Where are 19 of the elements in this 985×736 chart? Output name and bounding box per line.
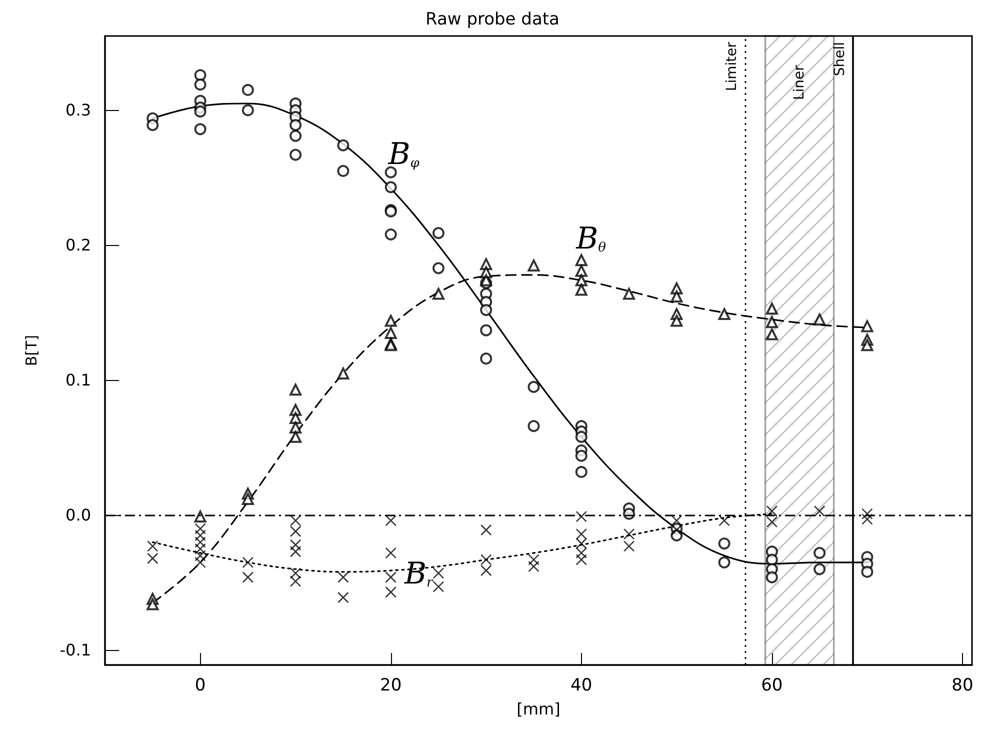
annotation: Br (403, 556, 434, 592)
y-tick-label: -0.1 (60, 640, 91, 660)
ref-line-label: Limiter (724, 42, 740, 92)
x-tick-label: 20 (380, 676, 402, 696)
y-tick-label: 0.0 (66, 506, 91, 525)
annotation: Bθ (575, 222, 606, 257)
ref-line-label: Shell (832, 42, 848, 76)
y-tick-label: 0.2 (66, 236, 91, 255)
x-tick-label: 0 (194, 676, 206, 696)
y-tick-label: 0.1 (66, 370, 91, 390)
y-axis-title: B[T] (22, 334, 40, 366)
x-axis-title: [mm] (516, 700, 560, 718)
band-label: Liner (792, 64, 808, 100)
x-tick-label: 40 (570, 676, 592, 696)
x-tick-label: 80 (952, 676, 974, 696)
x-tick-label: 60 (761, 676, 783, 696)
annotation: Bφ (387, 137, 420, 172)
y-tick-label: 0.3 (66, 100, 91, 120)
chart-title: Raw probe data (426, 10, 560, 30)
